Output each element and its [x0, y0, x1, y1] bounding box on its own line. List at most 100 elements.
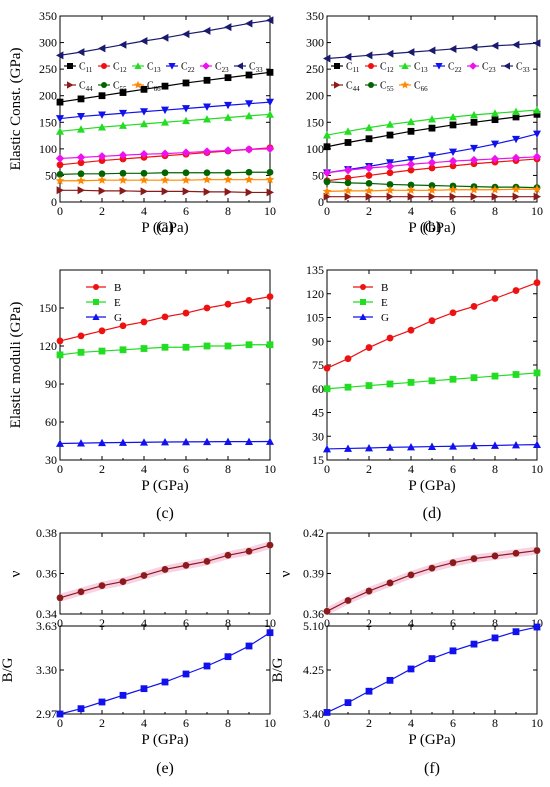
y-tick-label: 105 [306, 311, 324, 325]
x-tick-label: 4 [408, 616, 414, 630]
data-point [428, 124, 436, 132]
series-B [56, 293, 274, 345]
data-point [449, 192, 457, 201]
series-C44 [56, 186, 274, 197]
legend: C11 C12 C13 C22 C23 C33 C44 C55 C66 [331, 62, 530, 94]
data-point [224, 342, 232, 350]
legend-label: C66 [414, 81, 428, 94]
x-tick-label: 4 [408, 716, 414, 730]
data-point [203, 304, 211, 312]
y-tick-label: 100 [306, 142, 324, 156]
data-point [98, 44, 106, 53]
data-point [265, 144, 275, 154]
data-point [182, 187, 190, 196]
data-point [266, 98, 274, 107]
x-tick-label: 0 [57, 462, 63, 476]
data-point [98, 92, 106, 100]
panel-c: 0 2 4 6 8 10 P (GPa) 30 60 90 120 150 Elastic moduli… [8, 269, 276, 522]
plot-frame [59, 625, 271, 715]
x-tick-label: 2 [99, 462, 105, 476]
data-point [491, 372, 499, 380]
plot-frame [326, 532, 538, 615]
y-tick-label: 3.63 [36, 619, 57, 633]
panel-d: 0 2 4 6 8 10 P (GPa) 15 30 45 60 75 90 105 120 135 (d) BE… [306, 263, 543, 522]
data-point [203, 26, 211, 35]
data-point [140, 345, 148, 352]
series-C66 [55, 175, 275, 185]
data-point [491, 634, 499, 642]
x-tick-label: 0 [324, 204, 330, 218]
data-point [140, 119, 148, 128]
x-tick-label: 8 [225, 716, 231, 730]
data-point [406, 185, 416, 195]
data-point [266, 168, 274, 176]
y-tick-label: 3.30 [36, 663, 57, 677]
data-point [490, 185, 500, 194]
data-point [470, 110, 478, 119]
x-tick-label: 10 [264, 204, 276, 218]
x-axis-label: P (GPa) [408, 732, 455, 748]
data-point [323, 385, 331, 393]
data-point [77, 95, 85, 103]
data-point [161, 678, 169, 686]
data-point [512, 440, 520, 449]
x-tick-label: 0 [57, 204, 63, 218]
data-point [77, 170, 85, 178]
data-point [139, 175, 149, 184]
legend-marker [202, 62, 210, 70]
data-point [407, 443, 415, 451]
data-point [428, 564, 436, 572]
data-point [512, 192, 520, 201]
data-point [344, 139, 352, 146]
y-tick-label: 250 [39, 62, 57, 76]
data-point [140, 318, 148, 326]
data-point [365, 382, 373, 389]
data-point [470, 555, 478, 563]
data-point [182, 343, 190, 351]
y-tick-label: 350 [39, 9, 57, 23]
legend-label: B [381, 282, 388, 294]
legend-marker [469, 62, 477, 70]
data-point [449, 112, 457, 121]
legend-marker [334, 63, 340, 69]
y-tick-label: 150 [39, 115, 57, 129]
data-point [98, 123, 106, 131]
data-point [56, 710, 64, 718]
legend-label: C23 [215, 62, 229, 75]
y-tick-label: 0.38 [36, 526, 57, 540]
data-point [223, 175, 233, 184]
data-point [98, 582, 106, 590]
data-point [203, 662, 211, 670]
plot-frame [59, 532, 271, 615]
data-point [427, 158, 437, 167]
data-point [203, 437, 211, 446]
data-point [428, 115, 436, 123]
data-point [77, 159, 85, 167]
y-tick-label: 90 [312, 334, 324, 348]
data-point [407, 156, 415, 164]
data-point [119, 186, 127, 195]
data-point [161, 33, 169, 42]
confidence-band [327, 546, 537, 616]
data-point [203, 187, 211, 196]
legend-marker [334, 81, 341, 89]
y-tick-label: 350 [306, 9, 324, 23]
legend-label: C66 [147, 81, 161, 94]
data-point [139, 149, 149, 159]
x-tick-label: 6 [183, 616, 189, 630]
x-axis-label: P (GPa) [141, 478, 188, 494]
data-point [449, 162, 457, 170]
data-point [428, 192, 436, 201]
data-point [449, 559, 457, 567]
data-point [533, 369, 541, 377]
data-point [407, 665, 415, 673]
legend-marker [401, 62, 409, 69]
data-point [140, 85, 148, 93]
data-point [365, 344, 373, 351]
data-point [490, 154, 500, 164]
data-point [491, 192, 499, 201]
series-C44 [323, 192, 541, 201]
data-point [449, 647, 457, 655]
data-point [344, 383, 352, 391]
